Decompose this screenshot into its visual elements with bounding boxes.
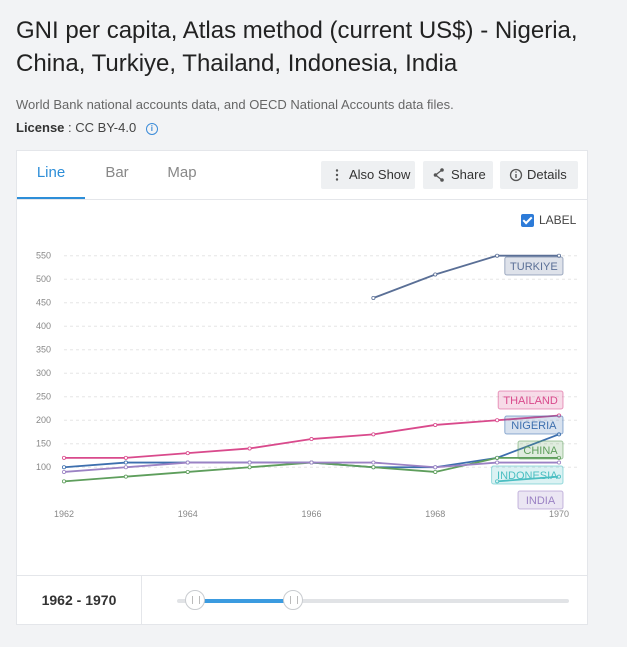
series-label: CHINA: [523, 445, 558, 457]
data-point: [433, 465, 438, 470]
range-end: 1970: [85, 592, 117, 608]
data-point: [371, 465, 376, 470]
y-tick-label: 300: [36, 368, 51, 378]
data-point: [495, 418, 500, 423]
line-chart: 100 150 200 250 300 350 400 450 500 550 1962 1964 19…: [36, 251, 577, 519]
info-icon[interactable]: i: [145, 123, 158, 135]
data-point: [62, 469, 67, 474]
info-circle-icon: [509, 168, 523, 182]
data-point: [371, 432, 376, 437]
y-tick-label: 350: [36, 345, 51, 355]
data-point: [247, 446, 252, 451]
series-label-box: [497, 390, 564, 410]
slider-fill: [195, 599, 293, 603]
tab-bar: Line Bar Map Also Show Share Details: [17, 151, 587, 200]
data-point: [309, 460, 314, 465]
page-title: GNI per capita, Atlas method (current US…: [16, 17, 578, 77]
data-point: [62, 455, 67, 460]
label-toggle-text: LABEL: [539, 213, 577, 227]
data-point: [495, 479, 500, 484]
data-point: [62, 479, 67, 484]
data-point: [371, 296, 376, 301]
series-label-box: [517, 440, 564, 460]
series-label: THAILAND: [503, 395, 557, 407]
source-note: World Bank national accounts data, and O…: [16, 97, 454, 112]
y-tick-label: 400: [36, 321, 51, 331]
data-point: [433, 422, 438, 427]
series-label: TURKIYE: [510, 261, 558, 273]
range-separator: -: [72, 592, 86, 608]
label-checkbox[interactable]: [521, 214, 534, 227]
series-label: NIGERIA: [511, 420, 557, 432]
x-tick-label: 1968: [425, 509, 445, 519]
data-point: [495, 455, 500, 460]
data-point: [557, 460, 562, 465]
share-label: Share: [451, 167, 486, 182]
y-tick-label: 100: [36, 462, 51, 472]
chart-card: Line Bar Map Also Show Share Details LAB: [16, 150, 588, 625]
series-label-box: [491, 465, 564, 485]
data-point: [123, 474, 128, 479]
also-show-label: Also Show: [349, 167, 411, 182]
license-line: License : CC BY-4.0 i: [16, 120, 158, 135]
tab-line[interactable]: Line: [17, 151, 85, 199]
y-tick-label: 250: [36, 392, 51, 402]
slider-end-handle[interactable]: [282, 590, 303, 610]
slider-start-handle[interactable]: [185, 590, 205, 610]
data-point: [557, 474, 562, 479]
data-point: [495, 253, 500, 258]
y-tick-label: 500: [36, 274, 51, 284]
series-label-box: [517, 490, 564, 510]
data-point: [185, 469, 190, 474]
also-show-button[interactable]: Also Show: [321, 161, 415, 189]
tab-map[interactable]: Map: [167, 164, 197, 181]
details-button[interactable]: Details: [500, 161, 578, 189]
series-line: [497, 475, 560, 483]
details-label: Details: [527, 167, 567, 182]
data-point: [123, 465, 128, 470]
data-point: [433, 272, 438, 277]
data-point: [433, 469, 438, 474]
data-point: [123, 460, 128, 465]
data-point: [371, 460, 376, 465]
x-tick-label: 1970: [549, 509, 569, 519]
x-tick-label: 1964: [178, 509, 198, 519]
data-point: [185, 460, 190, 465]
more-vertical-icon: [335, 169, 339, 181]
data-point: [62, 465, 67, 470]
series-label-box: [504, 256, 564, 276]
series-label-box: [504, 415, 564, 435]
y-tick-label: 150: [36, 439, 51, 449]
range-footer: 1962 - 1970: [17, 575, 587, 625]
license-value: : CC BY-4.0: [68, 120, 137, 135]
data-point: [185, 451, 190, 456]
series-line: [64, 414, 560, 459]
y-tick-label: 450: [36, 298, 51, 308]
data-point: [123, 455, 128, 460]
series-label: INDIA: [526, 495, 556, 507]
y-tick-label: 550: [36, 251, 51, 261]
license-label: License: [16, 120, 65, 135]
series-line: [373, 254, 559, 299]
series-label: INDONESIA: [497, 470, 558, 482]
share-button[interactable]: Share: [423, 161, 493, 189]
x-tick-label: 1966: [301, 509, 321, 519]
data-point: [247, 460, 252, 465]
data-point: [309, 437, 314, 442]
year-range-slider[interactable]: [177, 590, 569, 610]
year-range: 1962 - 1970: [17, 576, 142, 625]
range-start: 1962: [41, 592, 73, 608]
data-point: [495, 460, 500, 465]
x-tick-label: 1962: [54, 509, 74, 519]
tab-bar-chart[interactable]: Bar: [105, 164, 129, 181]
data-point: [247, 465, 252, 470]
y-tick-label: 200: [36, 415, 51, 425]
share-icon: [433, 168, 444, 182]
